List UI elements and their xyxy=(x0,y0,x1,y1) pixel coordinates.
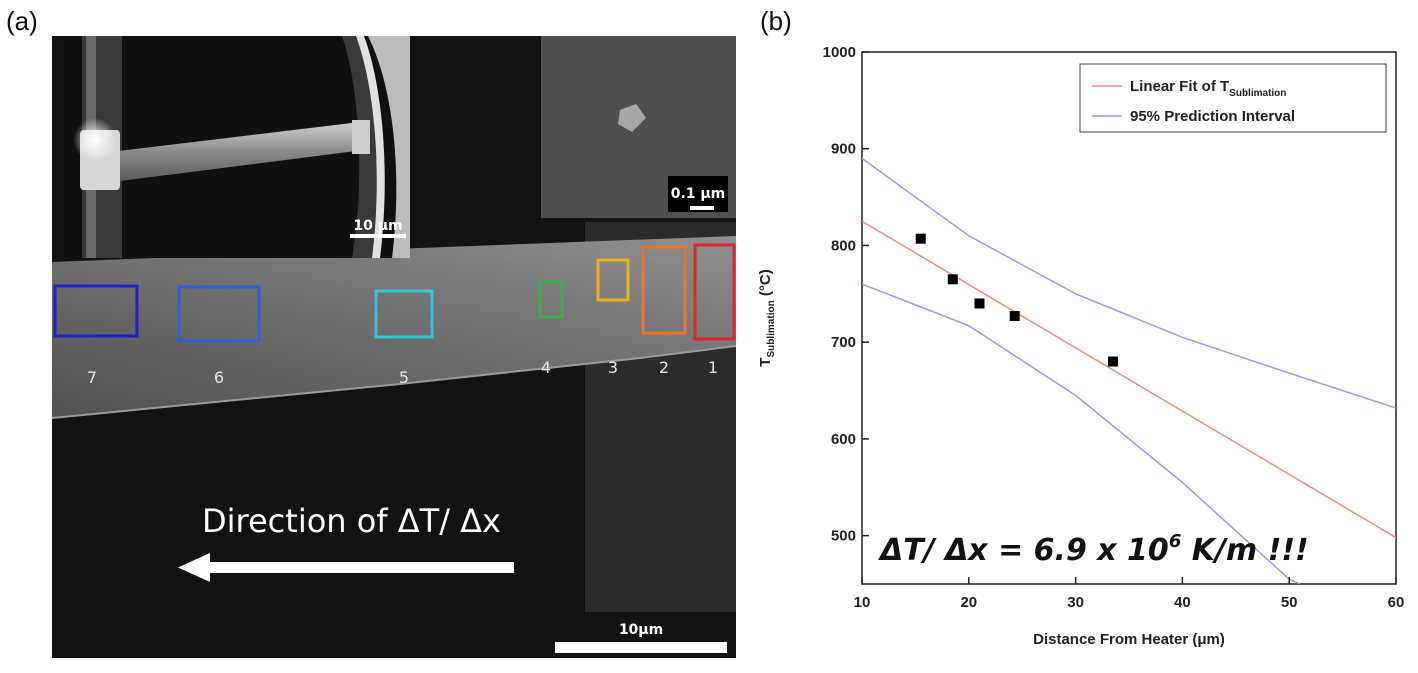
region-5-label: 5 xyxy=(399,368,409,387)
legend: Linear Fit of TSublimation 95% Predictio… xyxy=(1079,63,1387,133)
region-box-1: 1 xyxy=(693,243,736,377)
region-box-3: 3 xyxy=(596,258,630,377)
legend-fit-label: Linear Fit of TSublimation xyxy=(1130,78,1286,99)
region-4-label: 4 xyxy=(541,358,551,377)
x-tick-label: 10 xyxy=(854,594,871,611)
direction-arrow xyxy=(178,553,514,582)
y-tick-label: 1000 xyxy=(823,44,856,61)
x-tick-label: 20 xyxy=(960,594,977,611)
region-7-label: 7 xyxy=(87,368,97,387)
region-4-rect xyxy=(538,280,564,319)
data-point-2 xyxy=(947,274,958,285)
y-tick-label: 700 xyxy=(831,334,856,351)
legend-box xyxy=(1079,63,1387,133)
region-2-label: 2 xyxy=(659,358,669,377)
y-tick-label: 600 xyxy=(831,431,856,448)
inset-right-scale-label: 0.1 μm xyxy=(671,186,726,202)
legend-fit-name: Linear Fit of T xyxy=(1130,78,1229,95)
linear-fit-line xyxy=(862,220,1396,539)
region-box-5: 5 xyxy=(374,289,434,387)
x-axis-title: Distance From Heater (μm) xyxy=(1033,631,1225,648)
y-axis-title-unit: (°C) xyxy=(757,269,774,300)
annotation-prefix: ΔT/ Δx = 6.9 x 10 xyxy=(878,533,1169,568)
gradient-annotation: ΔT/ Δx = 6.9 x 106 K/m !!! xyxy=(878,531,1309,568)
data-point-4 xyxy=(1009,311,1020,322)
y-tick-label: 500 xyxy=(831,528,856,545)
annotation-exponent: 6 xyxy=(1169,531,1182,552)
legend-fit-sub: Sublimation xyxy=(1229,88,1286,99)
direction-text: Direction of ΔT/ Δx xyxy=(202,502,501,540)
region-3-rect xyxy=(596,258,630,302)
y-tick-label: 800 xyxy=(831,237,856,254)
x-tick-label: 60 xyxy=(1388,594,1405,611)
region-1-rect xyxy=(693,243,736,341)
inset-left-scale-label: 10 μm xyxy=(353,218,402,234)
plot-content xyxy=(862,157,1396,584)
y-axis-ticks: 500 600 700 800 900 1000 xyxy=(823,44,869,545)
y-tick-label: 900 xyxy=(831,141,856,158)
region-6-rect xyxy=(177,285,261,343)
y-axis-title-sub: Sublimation xyxy=(766,300,777,357)
region-1-label: 1 xyxy=(708,358,718,377)
y-axis-title-base: T xyxy=(757,358,774,367)
inset-right: 0.1 μm xyxy=(541,36,736,218)
x-tick-label: 40 xyxy=(1174,594,1191,611)
prediction-interval-upper xyxy=(862,157,1396,409)
panel-a-label: (a) xyxy=(6,6,38,36)
x-axis-ticks: 10 20 30 40 50 60 xyxy=(854,577,1405,611)
particle xyxy=(618,104,646,132)
main-scale-bar xyxy=(555,642,727,653)
region-box-4: 4 xyxy=(538,280,564,377)
x-tick-label: 30 xyxy=(1067,594,1084,611)
x-tick-label: 50 xyxy=(1281,594,1298,611)
y-axis-title: TSublimation (°C) xyxy=(757,269,777,366)
region-3-label: 3 xyxy=(608,358,618,377)
legend-pi-label: 95% Prediction Interval xyxy=(1130,108,1295,125)
panel-b-label: (b) xyxy=(760,6,792,36)
region-box-7: 7 xyxy=(53,284,139,387)
region-5-rect xyxy=(374,289,434,339)
chart-b: 10 20 30 40 50 60 500 600 700 800 900 1000 Distanc… xyxy=(757,44,1404,648)
data-point-1 xyxy=(915,233,926,244)
main-scale-label: 10μm xyxy=(619,622,663,638)
inset-left: 10 μm xyxy=(62,36,410,258)
region-6-label: 6 xyxy=(214,368,224,387)
prediction-interval-lower xyxy=(862,283,1301,584)
data-point-5 xyxy=(1107,356,1118,367)
data-point-3 xyxy=(974,298,985,309)
annotation-suffix: K/m !!! xyxy=(1181,533,1308,568)
region-box-6: 6 xyxy=(177,285,261,387)
region-7-rect xyxy=(53,284,139,338)
region-box-2: 2 xyxy=(641,245,687,377)
region-2-rect xyxy=(641,245,687,335)
